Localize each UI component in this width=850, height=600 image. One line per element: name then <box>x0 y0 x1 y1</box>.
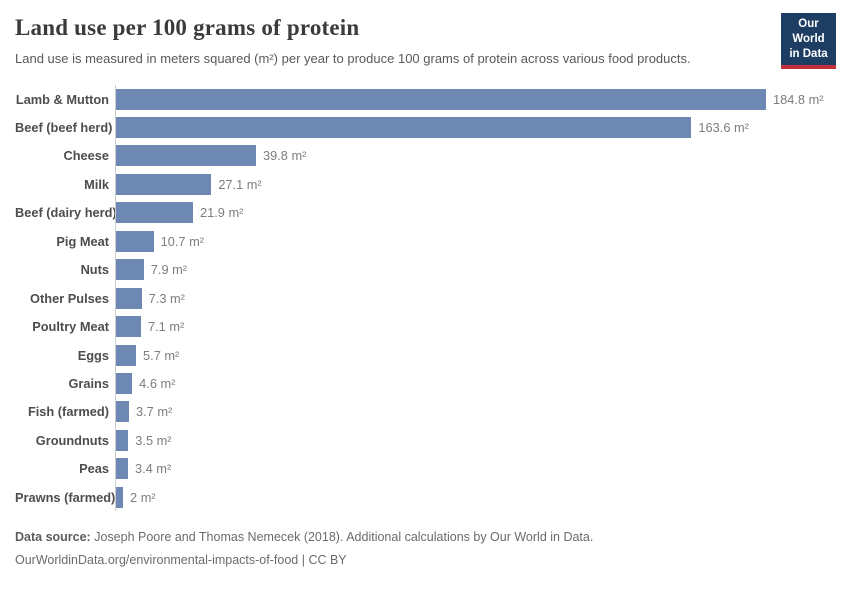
value-label: 39.8 m² <box>262 148 307 164</box>
bar-area: 163.6 m² <box>115 113 835 142</box>
data-source-label: Data source: <box>15 530 91 545</box>
chart-row: Peas 3.4 m² <box>15 454 835 483</box>
value-label: 7.3 m² <box>148 290 185 306</box>
bar-area: 4.6 m² <box>115 369 835 398</box>
category-label: Pig Meat <box>56 233 109 249</box>
chart-row: Prawns (farmed) 2 m² <box>15 482 835 512</box>
bar-area: 7.3 m² <box>115 283 835 313</box>
bar <box>116 372 133 394</box>
bar <box>116 145 256 167</box>
bar <box>116 316 141 338</box>
chart-row: Groundnuts 3.5 m² <box>15 426 835 455</box>
chart-subtitle: Land use is measured in meters squared (… <box>15 51 691 66</box>
value-label: 7.9 m² <box>150 262 188 278</box>
value-label: 3.7 m² <box>136 404 173 420</box>
bar-area: 10.7 m² <box>115 227 835 256</box>
value-label: 184.8 m² <box>773 91 824 107</box>
bar <box>116 202 194 224</box>
category-label: Beef (dairy herd) <box>15 205 117 221</box>
bar-area: 5.7 m² <box>115 340 835 370</box>
page-title: Land use per 100 grams of protein <box>15 15 360 40</box>
chart-row: Beef (beef herd) 163.6 m² <box>15 113 835 142</box>
category-label: Nuts <box>80 262 109 278</box>
bar <box>116 344 137 366</box>
category-label: Lamb & Mutton <box>15 91 109 107</box>
bar <box>116 88 766 110</box>
category-label: Beef (beef herd) <box>15 120 113 135</box>
chart-row: Pig Meat 10.7 m² <box>15 227 835 256</box>
category-label: Other Pulses <box>30 290 109 306</box>
bar-area: 184.8 m² <box>115 84 835 114</box>
chart-header: Land use per 100 grams of protein Land u… <box>0 0 850 69</box>
category-label: Peas <box>79 461 109 477</box>
value-label: 4.6 m² <box>139 375 176 391</box>
value-label: 3.5 m² <box>135 432 172 448</box>
value-label: 2 m² <box>130 489 156 505</box>
category-label: Milk <box>84 176 109 192</box>
category-label: Groundnuts <box>35 432 109 448</box>
bar-area: 21.9 m² <box>115 198 835 228</box>
category-label: Eggs <box>77 347 109 363</box>
data-source-text: Joseph Poore and Thomas Nemecek (2018). … <box>90 530 594 545</box>
bar-area: 3.7 m² <box>115 397 835 427</box>
bar <box>116 401 129 423</box>
value-label: 163.6 m² <box>698 120 749 135</box>
bar <box>116 230 154 252</box>
license-text: CC BY <box>308 552 347 567</box>
bar-area: 3.5 m² <box>115 426 835 455</box>
chart-row: Fish (farmed) 3.7 m² <box>15 397 835 427</box>
chart-row: Poultry Meat 7.1 m² <box>15 312 835 341</box>
category-label: Fish (farmed) <box>27 404 109 420</box>
chart-rows: Lamb & Mutton 184.8 m² Beef (beef herd) 163… <box>15 84 835 512</box>
chart-row: Grains 4.6 m² <box>15 369 835 398</box>
value-label: 3.4 m² <box>134 461 172 477</box>
bar <box>116 259 144 281</box>
chart-row: Eggs 5.7 m² <box>15 340 835 370</box>
chart-footer: Data source: Joseph Poore and Thomas Nem… <box>15 526 835 571</box>
category-label: Cheese <box>63 148 109 164</box>
category-label: Poultry Meat <box>32 319 109 335</box>
bar-area: 7.9 m² <box>115 255 835 284</box>
bar <box>116 173 212 195</box>
category-label: Prawns (farmed) <box>15 489 116 505</box>
bar <box>116 486 124 508</box>
owid-logo-line2: in Data <box>789 47 828 60</box>
bar-area: 7.1 m² <box>115 312 835 341</box>
chart-row: Cheese 39.8 m² <box>15 141 835 171</box>
bar <box>116 117 692 138</box>
bar-area: 39.8 m² <box>115 141 835 171</box>
value-label: 27.1 m² <box>218 176 262 192</box>
bar <box>116 287 142 309</box>
chart-row: Beef (dairy herd) 21.9 m² <box>15 198 835 228</box>
owid-logo-line1: Our World <box>792 18 825 45</box>
chart-row: Lamb & Mutton 184.8 m² <box>15 84 835 114</box>
bar-area: 27.1 m² <box>115 170 835 199</box>
value-label: 7.1 m² <box>147 319 185 335</box>
bar-area: 2 m² <box>115 482 835 512</box>
chart-row: Nuts 7.9 m² <box>15 255 835 284</box>
bar <box>116 429 129 451</box>
chart-row: Other Pulses 7.3 m² <box>15 283 835 313</box>
category-label: Grains <box>68 375 109 391</box>
separator: | <box>298 552 309 567</box>
owid-logo: Our World in Data <box>781 13 836 69</box>
owid-url-text: OurWorldinData.org/environmental-impacts… <box>15 552 299 567</box>
bar <box>116 458 128 480</box>
value-label: 10.7 m² <box>160 233 205 249</box>
value-label: 21.9 m² <box>200 205 244 221</box>
bar-chart: Lamb & Mutton 184.8 m² Beef (beef herd) 163… <box>15 84 835 512</box>
chart-row: Milk 27.1 m² <box>15 170 835 199</box>
bar-area: 3.4 m² <box>115 454 835 483</box>
data-source-line: Data source: Joseph Poore and Thomas Nem… <box>15 526 835 549</box>
attribution-line: OurWorldinData.org/environmental-impacts… <box>15 549 835 572</box>
value-label: 5.7 m² <box>143 347 180 363</box>
